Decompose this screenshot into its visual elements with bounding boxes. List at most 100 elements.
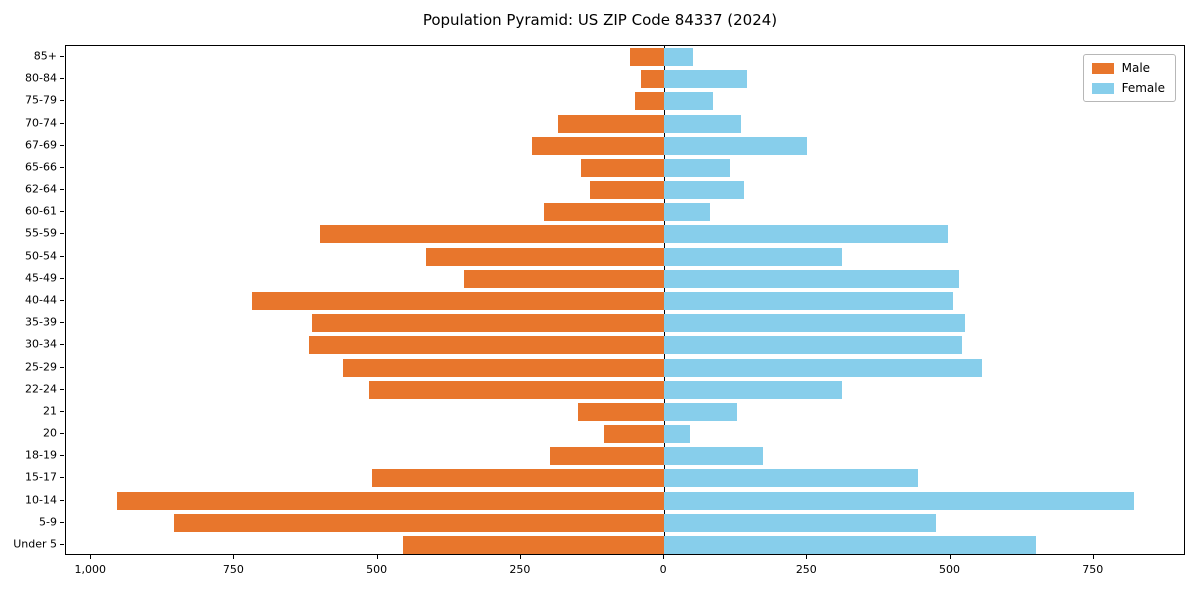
bar-male	[371, 469, 665, 488]
x-tick-label: 500	[939, 563, 961, 576]
y-tick-label: 20	[43, 426, 57, 440]
y-tick-mark	[60, 277, 64, 279]
chart-title: Population Pyramid: US ZIP Code 84337 (2…	[422, 11, 778, 29]
bar-female	[664, 402, 738, 421]
y-tick-mark	[60, 455, 64, 457]
bar-female	[664, 314, 965, 333]
y-tick-mark	[60, 477, 64, 479]
legend-entry-female: Female	[1091, 81, 1165, 95]
bar-female	[664, 48, 693, 67]
legend-entry-male: Male	[1091, 61, 1165, 75]
bar-male	[426, 247, 665, 266]
x-tick-label: 750	[1082, 563, 1104, 576]
x-tick-label: 250	[795, 563, 817, 576]
bar-female	[664, 203, 710, 222]
legend: Male Female	[1082, 54, 1176, 102]
y-tick-label: 50-54	[25, 249, 57, 263]
y-tick-mark	[60, 433, 64, 435]
y-tick-mark	[60, 100, 64, 102]
bar-male	[463, 269, 665, 288]
bar-male	[589, 181, 665, 200]
x-tick-label: 250	[509, 563, 531, 576]
y-tick-mark	[60, 410, 64, 412]
bar-male	[543, 203, 665, 222]
x-tick-mark	[806, 555, 808, 559]
y-tick-mark	[60, 499, 64, 501]
bar-female	[664, 358, 983, 377]
bar-male	[320, 225, 665, 244]
x-tick-label: 750	[222, 563, 244, 576]
bar-female	[664, 92, 713, 111]
x-tick-label: 500	[366, 563, 388, 576]
y-tick-label: 30-34	[25, 337, 57, 351]
y-tick-label: 75-79	[25, 93, 57, 107]
y-tick-mark	[60, 344, 64, 346]
bar-male	[603, 425, 665, 444]
x-tick-mark	[1092, 555, 1094, 559]
y-tick-mark	[60, 543, 64, 545]
bar-male	[116, 491, 665, 510]
y-tick-label: 40-44	[25, 293, 57, 307]
plot-area: Male Female	[65, 45, 1185, 555]
bar-male	[308, 336, 665, 355]
x-tick-mark	[233, 555, 235, 559]
y-tick-mark	[60, 233, 64, 235]
x-tick-mark	[949, 555, 951, 559]
bar-female	[664, 70, 748, 89]
y-tick-label: 55-59	[25, 226, 57, 240]
y-tick-label: Under 5	[13, 537, 57, 551]
bar-female	[664, 136, 808, 155]
bar-male	[558, 114, 665, 133]
y-tick-label: 60-61	[25, 204, 57, 218]
bar-female	[664, 491, 1134, 510]
y-tick-mark	[60, 166, 64, 168]
y-tick-label: 65-66	[25, 160, 57, 174]
y-tick-label: 15-17	[25, 470, 57, 484]
bar-male	[641, 70, 665, 89]
male-swatch-icon	[1091, 62, 1114, 74]
y-tick-mark	[60, 78, 64, 80]
bar-female	[664, 380, 842, 399]
y-tick-mark	[60, 255, 64, 257]
y-tick-mark	[60, 56, 64, 58]
y-tick-mark	[60, 366, 64, 368]
bar-female	[664, 247, 842, 266]
bar-male	[532, 136, 665, 155]
y-tick-mark	[60, 122, 64, 124]
bar-male	[343, 358, 665, 377]
bar-male	[251, 292, 665, 310]
y-tick-label: 25-29	[25, 360, 57, 374]
bar-female	[664, 114, 742, 133]
bar-female	[664, 425, 690, 444]
y-tick-label: 5-9	[39, 515, 57, 529]
bar-female	[664, 158, 730, 177]
bar-male	[549, 447, 665, 466]
x-tick-label: 0	[659, 563, 667, 576]
y-tick-mark	[60, 211, 64, 213]
y-tick-mark	[60, 322, 64, 324]
y-tick-label: 80-84	[25, 71, 57, 85]
bar-female	[664, 535, 1037, 554]
bar-male	[403, 535, 665, 554]
y-tick-mark	[60, 144, 64, 146]
bar-female	[664, 336, 962, 355]
x-tick-mark	[663, 555, 665, 559]
x-tick-mark	[519, 555, 521, 559]
legend-label-female: Female	[1121, 81, 1165, 95]
bar-male	[369, 380, 665, 399]
y-tick-label: 67-69	[25, 138, 57, 152]
legend-label-male: Male	[1121, 61, 1151, 75]
y-tick-mark	[60, 300, 64, 301]
y-tick-label: 85+	[33, 49, 57, 63]
y-tick-label: 18-19	[25, 448, 57, 462]
y-tick-mark	[60, 521, 64, 523]
y-tick-label: 70-74	[25, 116, 57, 130]
y-tick-label: 62-64	[25, 182, 57, 196]
bar-male	[174, 513, 665, 532]
bar-male	[629, 48, 665, 67]
bar-male	[635, 92, 665, 111]
bar-male	[581, 158, 665, 177]
y-tick-mark	[60, 189, 64, 191]
y-tick-label: 10-14	[25, 493, 57, 507]
